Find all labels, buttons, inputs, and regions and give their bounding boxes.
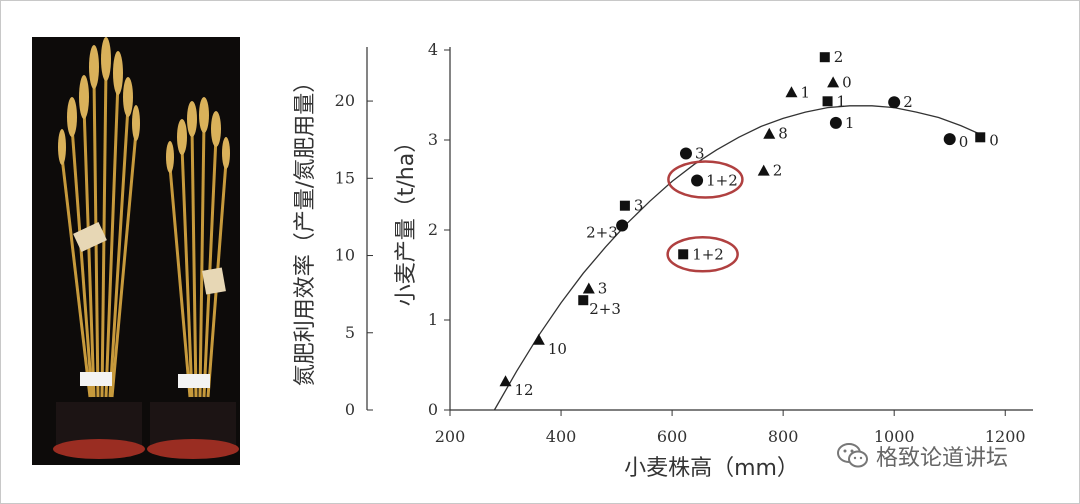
- point-label: 8: [778, 125, 788, 143]
- point-label: 0: [842, 73, 852, 91]
- y-left-tick-label: 20: [335, 91, 355, 110]
- triangle-point: [499, 375, 512, 387]
- y-right-tick-label: 1: [428, 310, 438, 329]
- x-tick-label: 400: [546, 427, 577, 446]
- watermark-text: 格致论道讲坛: [876, 446, 1009, 471]
- point-label: 2: [773, 162, 783, 180]
- point-label: 1: [837, 92, 847, 110]
- y-axis-left-title: 氮肥利用效率（产量/氮肥用量）: [293, 71, 318, 386]
- point-label: 1: [845, 114, 855, 132]
- watermark: 格致论道讲坛: [836, 438, 1008, 474]
- y-right-tick-label: 2: [428, 220, 438, 239]
- y-right-tick-label: 0: [428, 400, 438, 419]
- trend-line: [493, 105, 984, 411]
- y-right-tick-label: 3: [428, 130, 438, 149]
- point-label: 1: [800, 83, 810, 101]
- circle-point: [943, 133, 956, 146]
- square-point: [822, 96, 833, 107]
- triangle-point: [763, 127, 776, 139]
- point-label: 2: [903, 93, 913, 111]
- triangle-point: [757, 164, 770, 176]
- point-label: 3: [598, 280, 608, 298]
- x-tick-label: 800: [768, 427, 799, 446]
- wheat-photo: [32, 37, 240, 465]
- point-label: 0: [959, 133, 969, 151]
- square-point: [678, 249, 689, 260]
- circle-point: [679, 147, 692, 160]
- point-label: 1+2: [706, 172, 738, 190]
- point-label: 3: [695, 145, 705, 163]
- x-axis-title: 小麦株高（mm）: [624, 456, 799, 481]
- highlight-ellipse-square-1+2: [666, 236, 739, 273]
- circle-point: [888, 96, 901, 109]
- point-label: 3: [634, 197, 644, 215]
- point-label: 2+3: [586, 224, 618, 242]
- square-point: [578, 295, 589, 306]
- square-point: [975, 132, 986, 143]
- square-point: [619, 200, 630, 211]
- y-left-tick-label: 0: [345, 400, 355, 419]
- y-left-tick-label: 15: [335, 168, 355, 187]
- point-label: 2+3: [589, 300, 621, 318]
- x-tick-label: 1200: [985, 427, 1026, 446]
- y-axis-right-title: 小麦产量（t/ha）: [394, 131, 419, 306]
- x-tick-label: 600: [657, 427, 688, 446]
- x-tick-label: 1000: [874, 427, 915, 446]
- highlight-ellipse-circle-1+2: [667, 160, 744, 199]
- point-label: 12: [515, 381, 534, 399]
- point-label: 0: [989, 131, 999, 149]
- wechat-icon: [837, 443, 868, 468]
- circle-point: [829, 116, 842, 129]
- y-left-tick-label: 10: [335, 246, 355, 265]
- y-right-tick-label: 4: [428, 40, 438, 59]
- triangle-point: [827, 76, 840, 88]
- point-label: 2: [834, 48, 844, 66]
- x-tick-label: 200: [435, 427, 466, 446]
- circle-point: [691, 174, 704, 187]
- triangle-point: [785, 86, 798, 98]
- point-label: 1+2: [692, 245, 724, 263]
- square-point: [819, 52, 830, 63]
- highlight-ellipses: [666, 160, 744, 273]
- triangle-point: [532, 333, 545, 345]
- circle-point: [616, 219, 629, 232]
- y-left-tick-label: 5: [345, 323, 355, 342]
- triangle-point: [582, 282, 595, 294]
- point-label: 10: [548, 340, 567, 358]
- trend-curve: [493, 105, 984, 411]
